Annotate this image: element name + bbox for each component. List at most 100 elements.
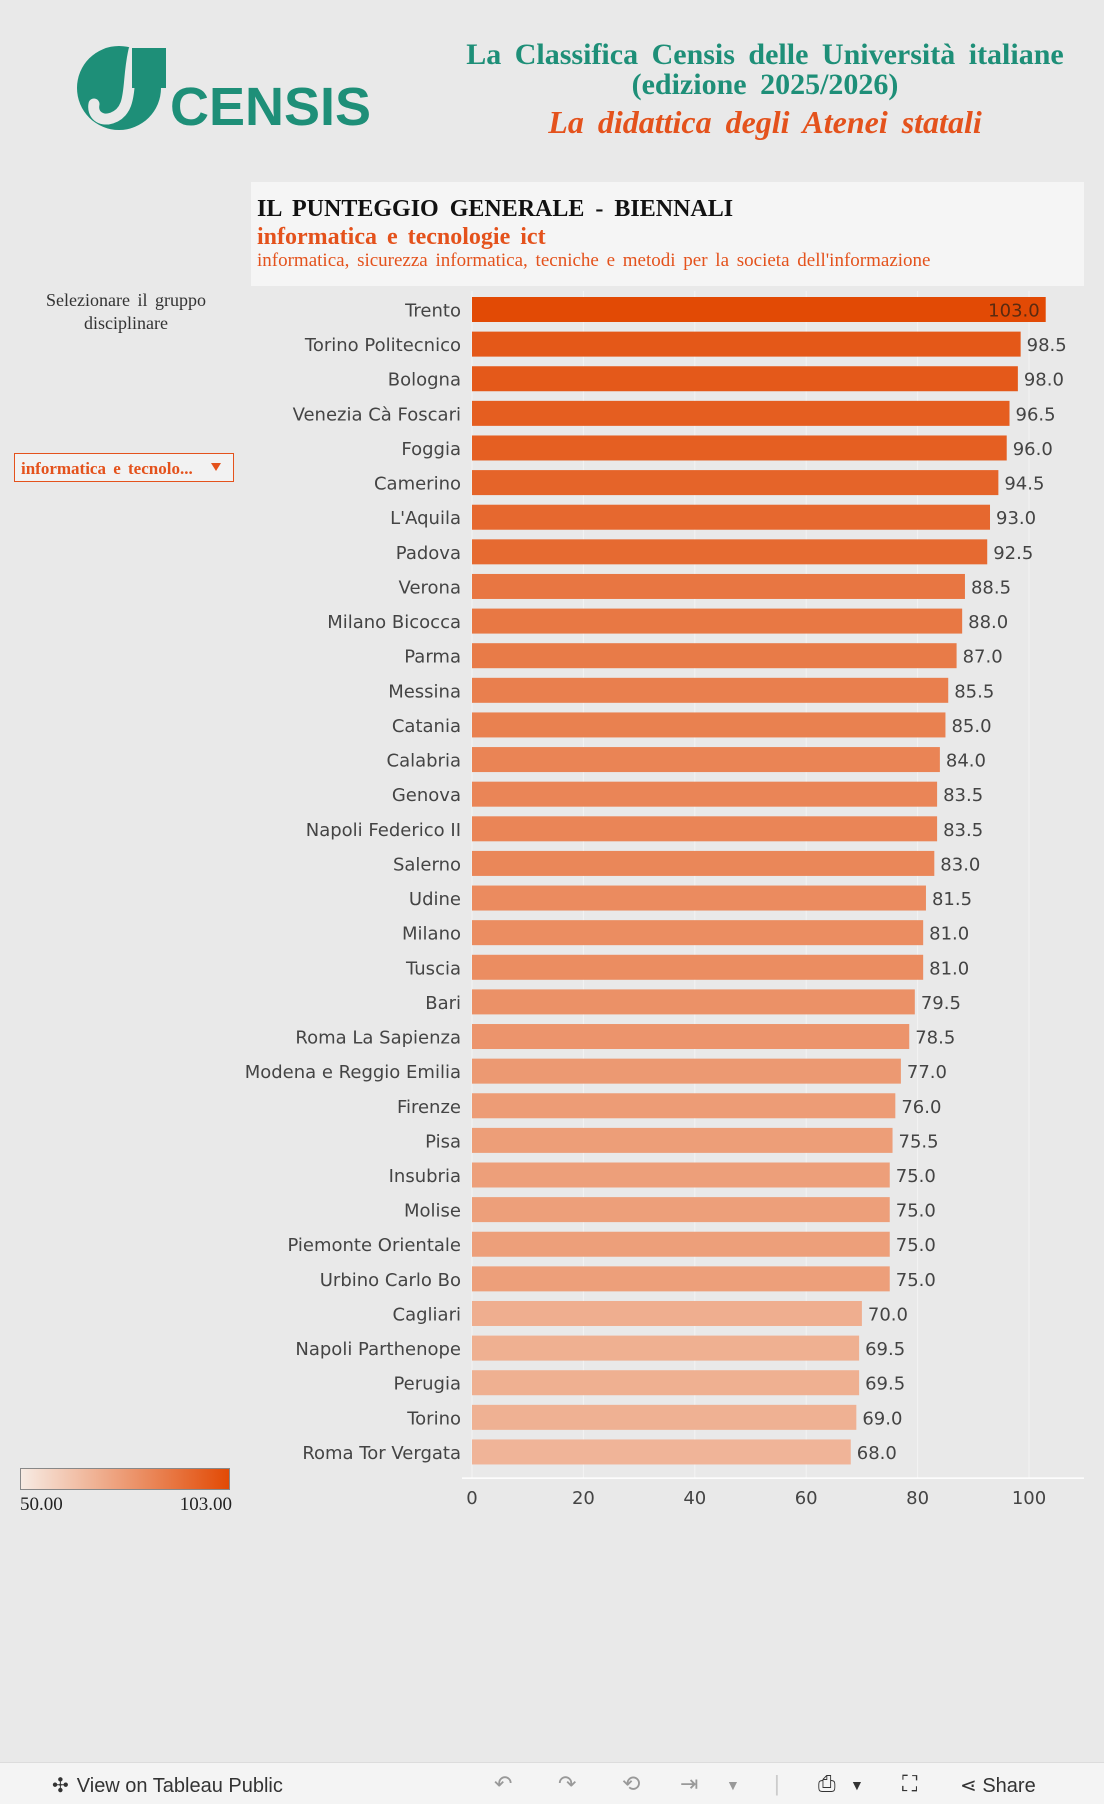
bar[interactable] (472, 885, 926, 911)
category-label: Torino Politecnico (304, 335, 461, 356)
value-label: 103.0 (988, 301, 1040, 322)
category-label: Padova (396, 543, 461, 564)
value-label: 94.5 (1004, 474, 1044, 495)
value-label: 75.0 (896, 1201, 936, 1222)
value-label: 77.0 (907, 1062, 947, 1083)
bar[interactable] (472, 643, 957, 669)
category-label: Cagliari (393, 1304, 461, 1325)
tableau-toolbar: ✣ View on Tableau Public ↶ ↷ ⟲ ⇥ ▼ | ⎙ ▼ … (0, 1762, 1104, 1804)
bar[interactable] (472, 781, 938, 807)
category-label: Udine (409, 889, 461, 910)
value-label: 84.0 (946, 751, 986, 772)
category-label: Calabria (387, 751, 462, 772)
category-label: Bari (425, 993, 461, 1014)
page-subtitle: La didattica degli Atenei statali (548, 104, 982, 140)
value-label: 78.5 (915, 1028, 955, 1049)
revert-icon[interactable]: ⟲ (622, 1771, 641, 1796)
undo-icon[interactable]: ↶ (494, 1771, 513, 1796)
refresh-icon[interactable]: ⇥ (680, 1771, 699, 1796)
bar[interactable] (472, 297, 1046, 322)
download-caret-icon[interactable]: ▼ (850, 1777, 864, 1793)
bar[interactable] (472, 470, 999, 496)
value-label: 93.0 (996, 508, 1036, 529)
bar[interactable] (472, 989, 915, 1015)
category-label: Roma La Sapienza (295, 1028, 461, 1049)
category-label: Urbino Carlo Bo (320, 1270, 461, 1291)
value-label: 69.5 (865, 1374, 905, 1395)
value-label: 81.0 (929, 924, 969, 945)
bar[interactable] (472, 539, 988, 565)
censis-logo: CENSIS (74, 44, 374, 142)
value-label: 87.0 (963, 647, 1003, 668)
bar[interactable] (472, 1370, 860, 1396)
category-label: Modena e Reggio Emilia (245, 1062, 461, 1083)
bar[interactable] (472, 1197, 890, 1223)
bar[interactable] (472, 331, 1021, 357)
bar[interactable] (472, 366, 1018, 392)
bar[interactable] (472, 1404, 857, 1430)
value-label: 76.0 (901, 1097, 941, 1118)
bar[interactable] (472, 1162, 890, 1188)
edition-line: (edizione 2025/2026) (631, 68, 899, 101)
value-label: 68.0 (857, 1443, 897, 1464)
category-label: Napoli Federico II (306, 820, 461, 841)
tableau-icon: ✣ (52, 1775, 69, 1797)
value-label: 81.5 (932, 889, 972, 910)
category-label: L'Aquila (390, 508, 461, 529)
bar[interactable] (472, 1300, 862, 1326)
bar[interactable] (472, 747, 940, 773)
bar[interactable] (472, 504, 991, 530)
bar[interactable] (472, 1058, 901, 1084)
bar[interactable] (472, 573, 965, 599)
value-label: 69.5 (865, 1339, 905, 1360)
group-dropdown[interactable]: informatica e tecnolo... (14, 453, 234, 482)
bar[interactable] (472, 1127, 893, 1153)
bar[interactable] (472, 954, 924, 980)
bar[interactable] (472, 712, 946, 738)
category-label: Firenze (397, 1097, 461, 1118)
bar[interactable] (472, 850, 935, 876)
value-label: 85.5 (954, 681, 994, 702)
chart-header-panel: IL PUNTEGGIO GENERALE - BIENNALI informa… (251, 182, 1084, 286)
bar[interactable] (472, 608, 963, 634)
bar[interactable] (472, 1024, 910, 1050)
value-label: 96.5 (1016, 404, 1056, 425)
x-tick-label: 80 (906, 1488, 929, 1509)
bar[interactable] (472, 400, 1010, 426)
bar[interactable] (472, 816, 938, 842)
value-label: 92.5 (993, 543, 1033, 564)
share-label: Share (982, 1775, 1036, 1797)
category-label: Torino (406, 1408, 461, 1429)
pause-caret-icon[interactable]: ▼ (726, 1777, 740, 1793)
x-tick-label: 0 (466, 1488, 477, 1509)
bar[interactable] (472, 1439, 851, 1465)
chevron-down-icon[interactable] (211, 463, 221, 471)
category-label: Piemonte Orientale (287, 1235, 461, 1256)
download-icon[interactable]: ⎙ (818, 1771, 836, 1796)
category-label: Venezia Cà Foscari (293, 404, 461, 425)
bar[interactable] (472, 1335, 860, 1361)
view-on-tableau-label: View on Tableau Public (76, 1775, 283, 1797)
value-label: 75.0 (896, 1235, 936, 1256)
bar[interactable] (472, 677, 949, 703)
bar[interactable] (472, 1266, 890, 1292)
bar[interactable] (472, 920, 924, 946)
category-label: Molise (404, 1201, 461, 1222)
bar[interactable] (472, 1093, 896, 1119)
bar-chart: Trento 103.0 Torino Politecnico 98.5 Bologna… (244, 297, 1084, 1510)
bar[interactable] (472, 435, 1007, 461)
legend-gradient (20, 1468, 230, 1490)
value-label: 75.5 (899, 1131, 939, 1152)
bar[interactable] (472, 1231, 890, 1257)
fullscreen-icon[interactable]: ⛶ (902, 1771, 918, 1796)
view-on-tableau-link[interactable]: ✣ View on Tableau Public (52, 1773, 283, 1798)
share-button[interactable]: ⋖ Share (960, 1773, 1036, 1798)
logo-wordmark: CENSIS (170, 77, 371, 137)
redo-icon[interactable]: ↷ (558, 1771, 577, 1796)
category-label: Pisa (425, 1131, 461, 1152)
value-label: 96.0 (1013, 439, 1053, 460)
category-label: Napoli Parthenope (295, 1339, 461, 1360)
category-label: Trento (404, 301, 461, 322)
value-label: 88.0 (968, 612, 1008, 633)
divider-icon: | (774, 1771, 780, 1796)
